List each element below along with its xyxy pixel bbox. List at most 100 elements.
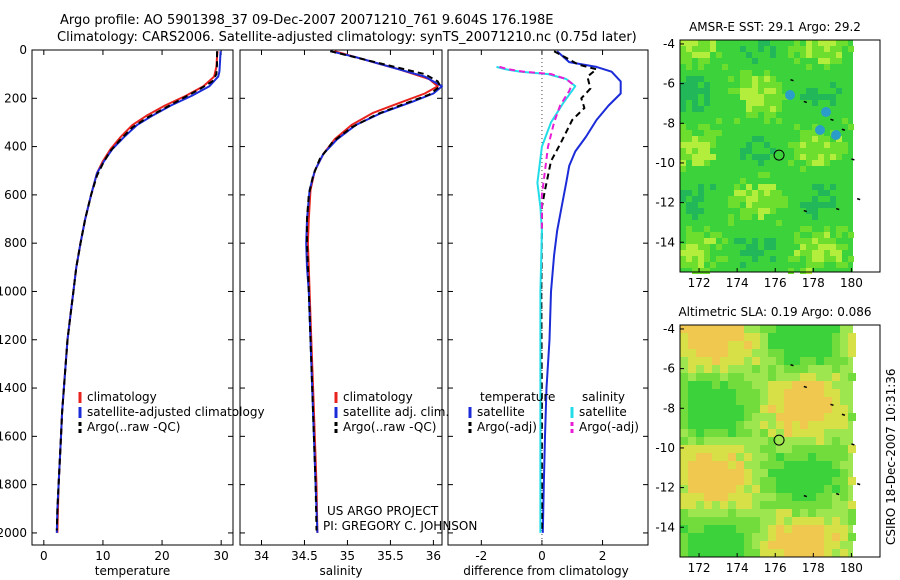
legend-group-title: salinity [582, 390, 625, 404]
map-cell [728, 509, 736, 517]
map-cell [692, 46, 698, 52]
map-cell [792, 349, 800, 357]
map-cell [764, 184, 770, 190]
map-cell [784, 493, 792, 501]
map-cell [776, 477, 784, 485]
map-cell [696, 389, 704, 397]
map-cell [770, 106, 776, 112]
map-cell [824, 202, 830, 208]
map-cell [836, 256, 842, 262]
map-cell [776, 333, 784, 341]
map-cell [696, 429, 704, 437]
map-cell [764, 106, 770, 112]
map-cell [720, 429, 728, 437]
island-mark [851, 443, 855, 446]
map-cell [716, 52, 722, 58]
map-cell [752, 250, 758, 256]
map-cell [740, 88, 746, 94]
map-cell [746, 52, 752, 58]
map-cell [758, 160, 764, 166]
map-cell [816, 533, 824, 541]
map-cell [692, 106, 698, 112]
map-cell [688, 469, 696, 477]
map-cell [800, 445, 808, 453]
map-cell [784, 381, 792, 389]
map-cell [816, 333, 824, 341]
map-cell [722, 256, 728, 262]
map-cell [770, 94, 776, 100]
map-cell [704, 268, 710, 274]
map-cell [764, 40, 770, 46]
map-cell [818, 94, 824, 100]
map-cell [712, 525, 720, 533]
map-cell [812, 124, 818, 130]
map-cell [830, 244, 836, 250]
map-cell [824, 58, 830, 64]
map-cell [704, 493, 712, 501]
map-cell [792, 341, 800, 349]
map-cell [728, 405, 736, 413]
map-cell [744, 541, 752, 549]
map-cell [792, 429, 800, 437]
map-cell [704, 244, 710, 250]
map-cell [832, 453, 840, 461]
map-cell [744, 533, 752, 541]
map-cell [692, 202, 698, 208]
map-cell [734, 238, 740, 244]
map-cell [688, 389, 696, 397]
x-tick-label: 176 [764, 276, 787, 290]
map-cell [720, 413, 728, 421]
map-cell [736, 477, 744, 485]
map-cell [736, 493, 744, 501]
map-cell [736, 461, 744, 469]
map-cell [680, 437, 688, 445]
map-cell [776, 485, 784, 493]
map-cell [744, 525, 752, 533]
map-cell [816, 477, 824, 485]
map-cell [712, 325, 720, 333]
y-tick-label: -10 [655, 156, 675, 170]
map-cell [752, 196, 758, 202]
map-cell [734, 196, 740, 202]
map-cell [768, 453, 776, 461]
map-cell [806, 250, 812, 256]
map-cell [764, 190, 770, 196]
map-cell [680, 549, 688, 557]
map-cell [696, 517, 704, 525]
map-cell [800, 357, 808, 365]
map-cell [836, 142, 842, 148]
map-cell [830, 250, 836, 256]
map-cell [818, 202, 824, 208]
map-cell [696, 325, 704, 333]
legend-label: Argo(..raw -QC) [87, 420, 180, 434]
map-cell [758, 172, 764, 178]
map-cell [800, 244, 806, 250]
map-cell [686, 250, 692, 256]
map-cell [808, 429, 816, 437]
map-cell [776, 525, 784, 533]
map-cell [784, 389, 792, 397]
map-cell [832, 461, 840, 469]
map-cell [794, 238, 800, 244]
map-cell [800, 525, 808, 533]
map-cell [728, 214, 734, 220]
series-line-satellite-adjusted-climatology [55, 51, 222, 533]
map-cell [688, 381, 696, 389]
map-cell [840, 525, 848, 533]
map-cell [728, 445, 736, 453]
map-cell [696, 461, 704, 469]
map-cell [752, 485, 760, 493]
map-cell [770, 52, 776, 58]
map-cell [744, 405, 752, 413]
map-cell [686, 232, 692, 238]
y-tick-label: 1600 [0, 429, 27, 443]
map-cell [710, 40, 716, 46]
map-cell [784, 429, 792, 437]
map-cell [752, 76, 758, 82]
x-axis-label: difference from climatology [463, 564, 629, 578]
map-cell [848, 124, 854, 130]
map-cell [752, 202, 758, 208]
map-cell [712, 349, 720, 357]
map-cell [824, 357, 832, 365]
y-tick-label: -10 [655, 441, 675, 455]
